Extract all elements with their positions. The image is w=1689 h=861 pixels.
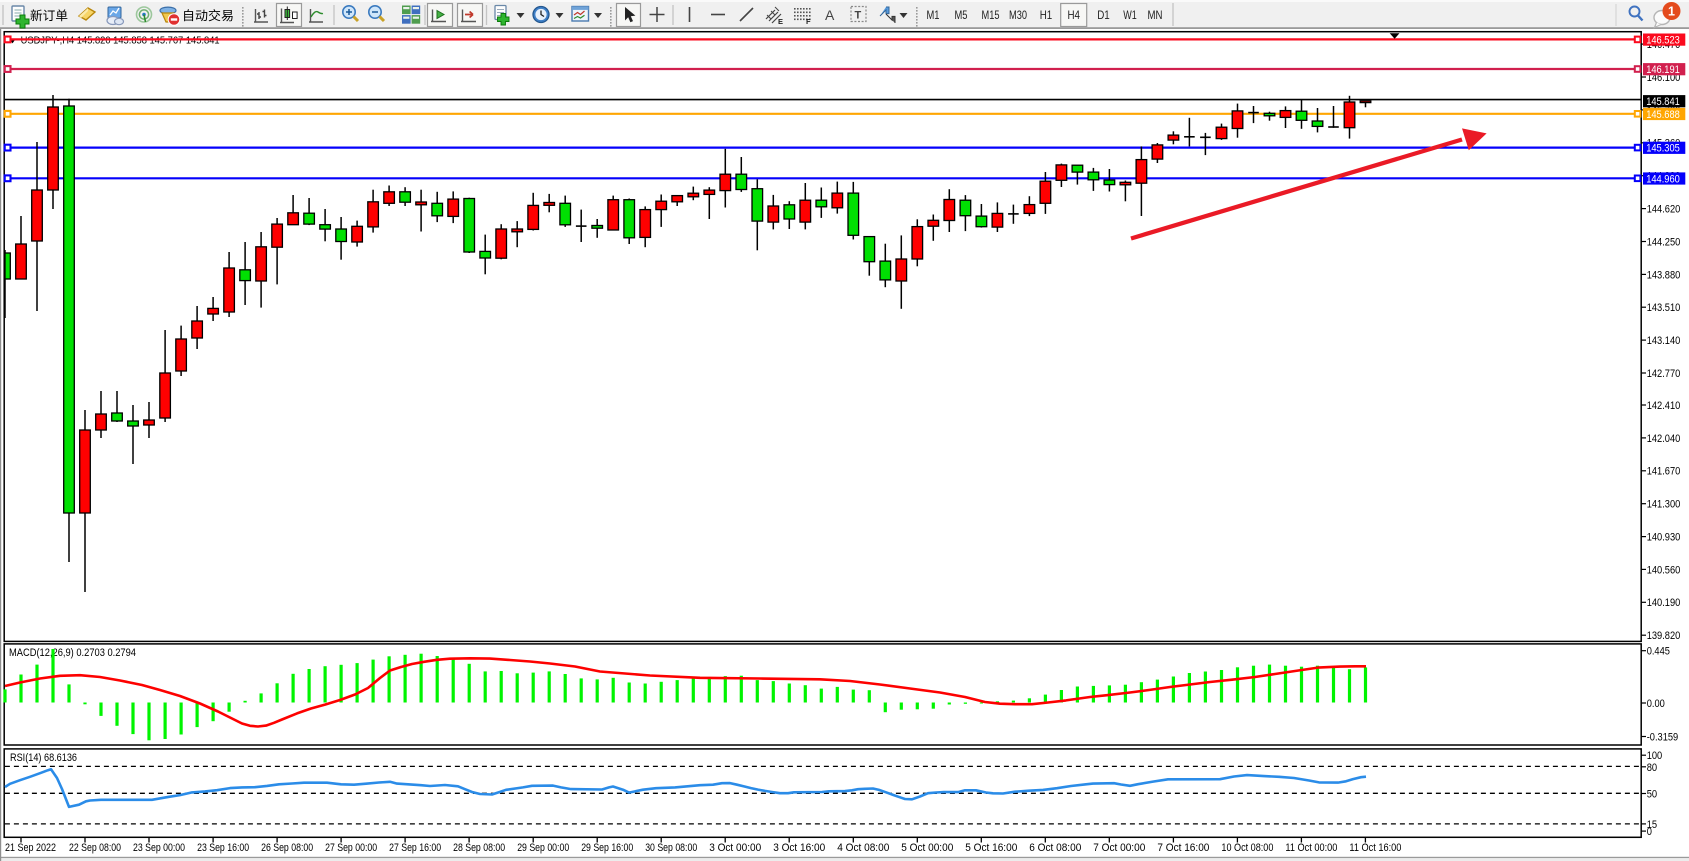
svg-text:140.930: 140.930 [1647,532,1681,544]
svg-text:4 Oct 08:00: 4 Oct 08:00 [837,842,889,854]
svg-text:新订单: 新订单 [30,8,68,23]
svg-text:15: 15 [1647,819,1657,831]
svg-text:26 Sep 08:00: 26 Sep 08:00 [261,842,313,854]
svg-text:141.300: 141.300 [1647,499,1681,511]
svg-text:30 Sep 08:00: 30 Sep 08:00 [645,842,697,854]
svg-text:MACD(12,26,9) 0.2703 0.2794: MACD(12,26,9) 0.2703 0.2794 [9,647,136,659]
svg-text:H4: H4 [1067,8,1080,22]
svg-text:27 Sep 16:00: 27 Sep 16:00 [389,842,441,854]
svg-text:H1: H1 [1040,8,1053,22]
svg-text:A: A [825,7,835,23]
svg-text:145.688: 145.688 [1646,109,1680,121]
svg-text:141.670: 141.670 [1647,466,1681,478]
svg-text:0.00: 0.00 [1647,698,1665,710]
svg-text:5 Oct 16:00: 5 Oct 16:00 [965,842,1017,854]
svg-text:142.410: 142.410 [1647,400,1681,412]
svg-text:146.523: 146.523 [1646,34,1680,46]
svg-text:E: E [778,17,783,26]
svg-text:M5: M5 [955,8,968,22]
svg-text:T: T [855,10,862,22]
svg-text:7 Oct 00:00: 7 Oct 00:00 [1093,842,1145,854]
svg-text:144.250: 144.250 [1647,236,1681,248]
svg-text:29 Sep 00:00: 29 Sep 00:00 [517,842,569,854]
svg-text:100: 100 [1647,750,1663,762]
svg-text:11 Oct 16:00: 11 Oct 16:00 [1349,842,1401,854]
svg-text:23 Sep 00:00: 23 Sep 00:00 [133,842,185,854]
svg-text:143.880: 143.880 [1647,269,1681,281]
svg-text:144.960: 144.960 [1646,173,1680,185]
svg-text:0: 0 [1647,826,1652,838]
svg-text:W1: W1 [1123,8,1137,22]
svg-text:142.040: 142.040 [1647,433,1681,445]
svg-text:7 Oct 16:00: 7 Oct 16:00 [1157,842,1209,854]
svg-text:6 Oct 08:00: 6 Oct 08:00 [1029,842,1081,854]
svg-text:145.305: 145.305 [1646,143,1680,155]
svg-text:23 Sep 16:00: 23 Sep 16:00 [197,842,249,854]
svg-text:143.140: 143.140 [1647,335,1681,347]
svg-text:11 Oct 00:00: 11 Oct 00:00 [1285,842,1337,854]
svg-text:M15: M15 [982,8,1000,22]
svg-text:D1: D1 [1097,8,1110,22]
svg-text:10 Oct 08:00: 10 Oct 08:00 [1221,842,1273,854]
svg-text:29 Sep 16:00: 29 Sep 16:00 [581,842,633,854]
svg-text:自动交易: 自动交易 [182,8,234,23]
svg-text:USDJPY-,H4 145.820 145.858 14: USDJPY-,H4 145.820 145.858 145.767 145.8… [21,35,220,46]
svg-text:21 Sep 2022: 21 Sep 2022 [5,842,56,854]
svg-text:27 Sep 00:00: 27 Sep 00:00 [325,842,377,854]
svg-text:1: 1 [1668,5,1675,19]
svg-text:80: 80 [1647,762,1657,774]
svg-text:143.510: 143.510 [1647,302,1681,314]
svg-text:146.191: 146.191 [1646,64,1680,76]
svg-text:F: F [806,17,811,26]
svg-text:-0.3159: -0.3159 [1647,732,1679,744]
svg-text:0.445: 0.445 [1647,646,1670,658]
svg-text:145.841: 145.841 [1646,96,1680,108]
svg-text:M1: M1 [927,8,940,22]
svg-text:5 Oct 00:00: 5 Oct 00:00 [901,842,953,854]
svg-text:MN: MN [1148,8,1163,22]
svg-text:140.190: 140.190 [1647,597,1681,609]
svg-text:50: 50 [1647,789,1657,801]
svg-text:144.620: 144.620 [1647,204,1681,216]
svg-text:22 Sep 08:00: 22 Sep 08:00 [69,842,121,854]
svg-text:M30: M30 [1009,8,1027,22]
svg-text:139.820: 139.820 [1647,630,1681,642]
svg-text:28 Sep 08:00: 28 Sep 08:00 [453,842,505,854]
svg-text:140.560: 140.560 [1647,564,1681,576]
svg-text:RSI(14) 68.6136: RSI(14) 68.6136 [10,752,77,764]
svg-text:3 Oct 00:00: 3 Oct 00:00 [709,842,761,854]
svg-text:142.770: 142.770 [1647,368,1681,380]
svg-text:3 Oct 16:00: 3 Oct 16:00 [773,842,825,854]
